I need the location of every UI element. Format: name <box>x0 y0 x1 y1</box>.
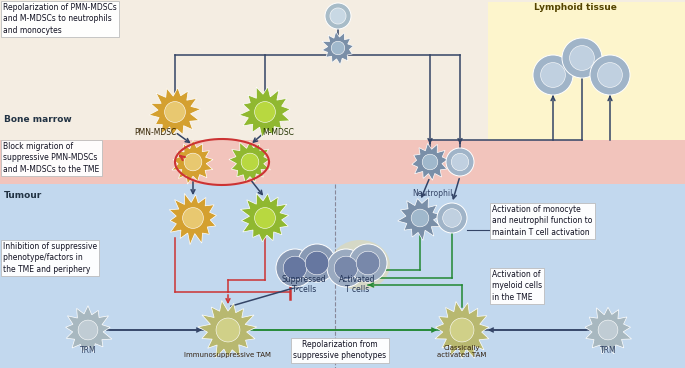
Ellipse shape <box>330 240 390 290</box>
Polygon shape <box>66 306 112 353</box>
Text: Repolarization from
suppressive phenotypes: Repolarization from suppressive phenotyp… <box>293 340 386 360</box>
Circle shape <box>411 209 429 227</box>
Text: Classically
activated TAM: Classically activated TAM <box>437 345 486 358</box>
Text: PMN-MDSC: PMN-MDSC <box>134 128 176 137</box>
Text: TRM: TRM <box>79 346 97 355</box>
Circle shape <box>255 102 275 123</box>
Polygon shape <box>169 194 216 245</box>
Circle shape <box>306 251 329 275</box>
Text: Tumour: Tumour <box>4 191 42 201</box>
Circle shape <box>276 249 314 287</box>
Circle shape <box>183 208 203 229</box>
Circle shape <box>598 320 618 340</box>
Circle shape <box>590 55 630 95</box>
Text: Activated
T cells: Activated T cells <box>339 275 375 294</box>
Circle shape <box>356 251 379 275</box>
Circle shape <box>451 153 469 171</box>
Circle shape <box>255 208 275 229</box>
Polygon shape <box>239 87 290 138</box>
Text: Activation of
myeloid cells
in the TME: Activation of myeloid cells in the TME <box>492 270 542 302</box>
Polygon shape <box>172 140 213 184</box>
Circle shape <box>332 41 345 55</box>
Circle shape <box>443 209 461 227</box>
Circle shape <box>349 244 387 282</box>
Polygon shape <box>585 307 632 354</box>
Polygon shape <box>229 141 271 182</box>
Bar <box>488 2 685 150</box>
Text: Suppressed
T cells: Suppressed T cells <box>282 275 326 294</box>
Polygon shape <box>240 194 288 242</box>
Circle shape <box>283 256 307 280</box>
Polygon shape <box>198 300 257 358</box>
Polygon shape <box>149 88 201 135</box>
Bar <box>0 140 685 184</box>
Circle shape <box>298 244 336 282</box>
Text: Immunosuppressive TAM: Immunosuppressive TAM <box>184 352 271 358</box>
Circle shape <box>330 8 346 24</box>
Circle shape <box>562 38 602 78</box>
Text: Repolarization of PMN-MDSCs
and M-MDSCs to neutrophils
and monocytes: Repolarization of PMN-MDSCs and M-MDSCs … <box>3 3 116 35</box>
Text: Blood: Blood <box>4 158 33 166</box>
Circle shape <box>325 3 351 29</box>
Text: Activation of monocyte
and neutrophil function to
maintain T cell activation: Activation of monocyte and neutrophil fu… <box>492 205 593 237</box>
Text: M-MDSC: M-MDSC <box>262 128 294 137</box>
Polygon shape <box>412 144 448 180</box>
Text: Inhibition of suppressive
phenotype/factors in
the TME and periphery: Inhibition of suppressive phenotype/fact… <box>3 242 97 274</box>
Circle shape <box>570 46 595 70</box>
Polygon shape <box>398 198 442 241</box>
Text: Bone marrow: Bone marrow <box>4 116 72 124</box>
Circle shape <box>533 55 573 95</box>
Circle shape <box>597 63 623 87</box>
Text: TRM: TRM <box>599 346 616 355</box>
Circle shape <box>184 153 202 171</box>
Circle shape <box>437 203 467 233</box>
Circle shape <box>334 256 358 280</box>
Circle shape <box>450 318 474 342</box>
Circle shape <box>422 154 438 170</box>
Circle shape <box>446 148 474 176</box>
Circle shape <box>241 153 259 171</box>
Circle shape <box>327 249 365 287</box>
Bar <box>0 184 685 368</box>
Polygon shape <box>322 32 353 65</box>
Circle shape <box>78 320 98 340</box>
Text: Block migration of
suppressive PMN-MDSCs
and M-MDSCs to the TME: Block migration of suppressive PMN-MDSCs… <box>3 142 99 174</box>
Polygon shape <box>435 301 489 359</box>
Text: Lymphoid tissue: Lymphoid tissue <box>534 3 616 12</box>
Text: Neutrophil: Neutrophil <box>412 189 452 198</box>
Circle shape <box>216 318 240 342</box>
Circle shape <box>540 63 565 87</box>
Circle shape <box>164 102 186 123</box>
